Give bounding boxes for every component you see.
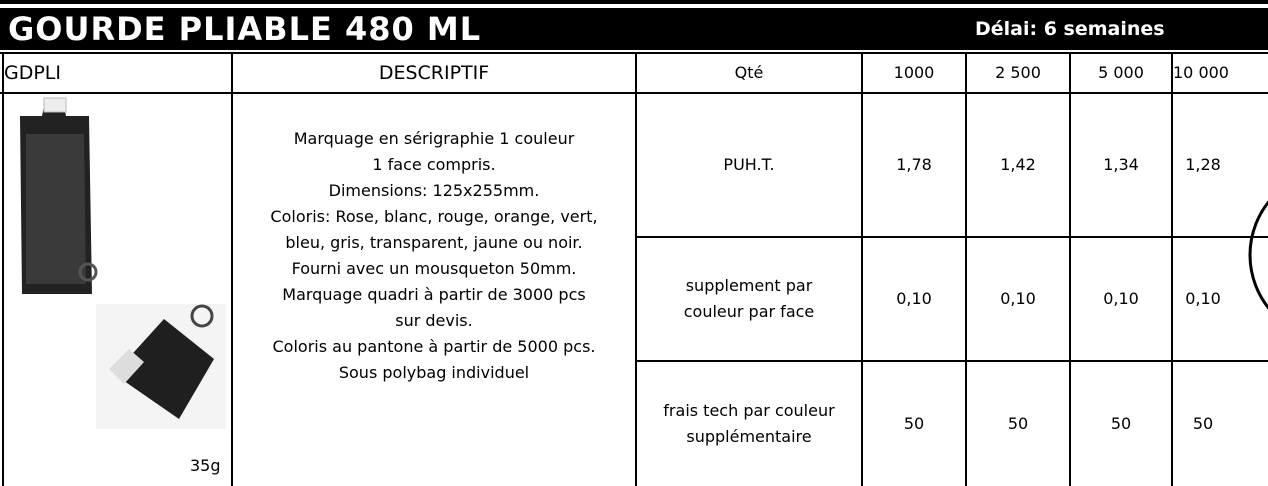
description-line: Marquage quadri à partir de 3000 pcs [282,285,586,304]
description-line: Coloris: Rose, blanc, rouge, orange, ver… [270,207,598,226]
row-line [636,236,1268,238]
price: 0,10 [1185,289,1221,308]
decor-circle [1248,200,1268,310]
description-line: bleu, gris, transparent, jaune ou noir. [285,233,583,252]
weight: 35g [190,456,221,475]
col-line [861,52,863,486]
column-header: 2 500 [995,63,1041,82]
col-line [2,52,4,486]
price: 50 [1110,414,1132,433]
column-header: GDPLI [4,62,61,84]
col-line [1069,52,1071,486]
row-label: PUH.T. [637,94,861,236]
price: 0,10 [896,289,932,308]
row-label: supplement par couleur par face [637,238,861,360]
title: GOURDE PLIABLE 480 ML [8,10,482,48]
row-line [0,92,1268,94]
price: 1,42 [1000,155,1036,174]
row-line [636,360,1268,362]
top-rule [0,0,1268,4]
title-bar: GOURDE PLIABLE 480 ML Délai: 6 semaines [0,8,1268,50]
row-label: frais tech par couleur supplémentaire [637,362,861,486]
description-line: Dimensions: 125x255mm. [328,181,540,200]
price: 50 [1192,414,1214,433]
row-line [0,52,1268,54]
description-line: Marquage en sérigraphie 1 couleur [293,129,575,148]
row-label-line: couleur par face [683,302,815,321]
description-line: 1 face compris. [372,155,496,174]
column-header: 10 000 [1173,63,1229,82]
row-label-line: supplémentaire [686,427,812,446]
description: Marquage en sérigraphie 1 couleur 1 face… [233,126,635,386]
description-line: Sous polybag individuel [338,363,530,382]
description-line: Coloris au pantone à partir de 5000 pcs. [272,337,596,356]
col-line [231,52,233,486]
row-label-line: supplement par [685,276,813,295]
column-header: DESCRIPTIF [378,62,490,84]
price: 50 [903,414,925,433]
price: 1,34 [1103,155,1139,174]
price: 1,28 [1185,155,1221,174]
col-line [1171,52,1173,486]
price: 50 [1007,414,1029,433]
description-line: sur devis. [395,311,473,330]
product-images [20,97,226,429]
price: 0,10 [1103,289,1139,308]
row-label-line: PUH.T. [723,155,775,174]
column-header: Qté [734,63,764,82]
description-line: Fourni avec un mousqueton 50mm. [291,259,577,278]
row-label-line: frais tech par couleur [663,401,835,420]
lead-time: Délai: 6 semaines [975,18,1165,40]
price: 1,78 [896,155,932,174]
price: 0,10 [1000,289,1036,308]
column-header: 5 000 [1098,63,1144,82]
col-line [635,52,637,486]
column-header: 1000 [893,63,935,82]
col-line [965,52,967,486]
